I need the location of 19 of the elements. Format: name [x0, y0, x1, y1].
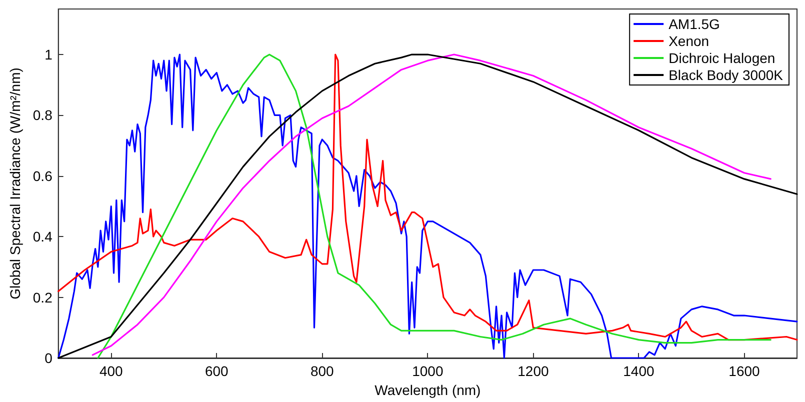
y-tick-label: 0.2	[32, 289, 53, 306]
x-tick-label: 1400	[623, 363, 654, 379]
y-tick-label: 0.8	[32, 107, 53, 124]
x-tick-label: 600	[204, 363, 229, 379]
x-tick-label: 1600	[728, 363, 760, 379]
x-tick-label: 1000	[412, 363, 444, 379]
y-tick-label: 0	[44, 350, 53, 366]
legend-label: Dichroic Halogen	[668, 50, 776, 66]
y-tick-label: 0.4	[32, 228, 53, 245]
y-axis-title: Global Spectral Irradiance (W/m²/nm)	[7, 68, 23, 300]
x-axis-title: Wavelength (nm)	[374, 382, 481, 398]
x-tick-label: 800	[310, 363, 334, 379]
y-tick-label: 1	[44, 46, 53, 63]
y-tick-label: 0.6	[32, 168, 53, 184]
x-tick-label: 1200	[518, 363, 549, 379]
legend-label: AM1.5G	[668, 16, 720, 32]
x-tick-label: 400	[99, 363, 124, 379]
legend-label: Black Body 3000K	[668, 67, 784, 83]
legend-label: Xenon	[668, 33, 710, 49]
